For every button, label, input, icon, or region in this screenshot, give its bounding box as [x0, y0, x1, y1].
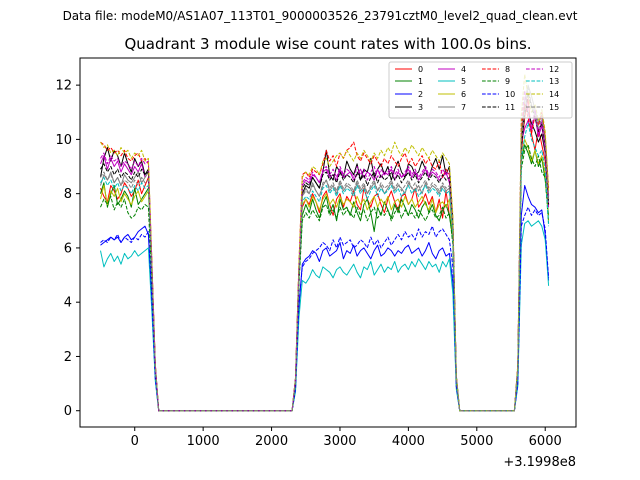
- legend-label-6: 6: [461, 90, 466, 99]
- legend-label-4: 4: [461, 65, 466, 74]
- x-tick-label: 6000: [529, 434, 562, 449]
- x-tick-label: 3000: [323, 434, 356, 449]
- chart-title: Quadrant 3 module wise count rates with …: [124, 35, 531, 53]
- x-tick-label: 4000: [392, 434, 425, 449]
- legend-label-3: 3: [418, 103, 423, 112]
- y-tick-label: 2: [64, 350, 72, 365]
- x-tick-label: 0: [131, 434, 139, 449]
- y-tick-label: 4: [64, 296, 72, 311]
- series-lines: [100, 73, 550, 412]
- y-axis: 0 2 4 6 8 10 12: [55, 79, 80, 419]
- x-tick-label: 2000: [255, 434, 288, 449]
- figure-suptitle: Data file: modeM0/AS1A07_113T01_90000035…: [63, 9, 578, 23]
- y-tick-label: 6: [64, 241, 72, 256]
- legend-label-9: 9: [505, 77, 510, 86]
- legend-label-12: 12: [549, 65, 559, 74]
- y-tick-label: 0: [64, 404, 72, 419]
- x-tick-label: 1000: [187, 434, 220, 449]
- legend-label-10: 10: [505, 90, 515, 99]
- series-line-15: [100, 87, 550, 412]
- legend-label-2: 2: [418, 90, 423, 99]
- legend-label-8: 8: [505, 65, 510, 74]
- plot-frame: [79, 57, 577, 428]
- x-axis: 0 1000 2000 3000 4000 5000 6000: [131, 427, 562, 449]
- legend-label-0: 0: [418, 65, 423, 74]
- legend-label-5: 5: [461, 77, 466, 86]
- legend-label-7: 7: [461, 103, 466, 112]
- legend-label-14: 14: [549, 90, 559, 99]
- y-tick-label: 8: [64, 187, 72, 202]
- x-offset-label: +3.1998e8: [503, 455, 576, 470]
- y-tick-label: 12: [55, 79, 72, 94]
- legend-label-1: 1: [418, 77, 423, 86]
- legend-label-13: 13: [549, 77, 559, 86]
- y-tick-label: 10: [55, 133, 72, 148]
- legend-label-15: 15: [549, 103, 559, 112]
- legend-box: [388, 61, 573, 119]
- x-tick-label: 5000: [460, 434, 493, 449]
- legend-label-11: 11: [505, 103, 515, 112]
